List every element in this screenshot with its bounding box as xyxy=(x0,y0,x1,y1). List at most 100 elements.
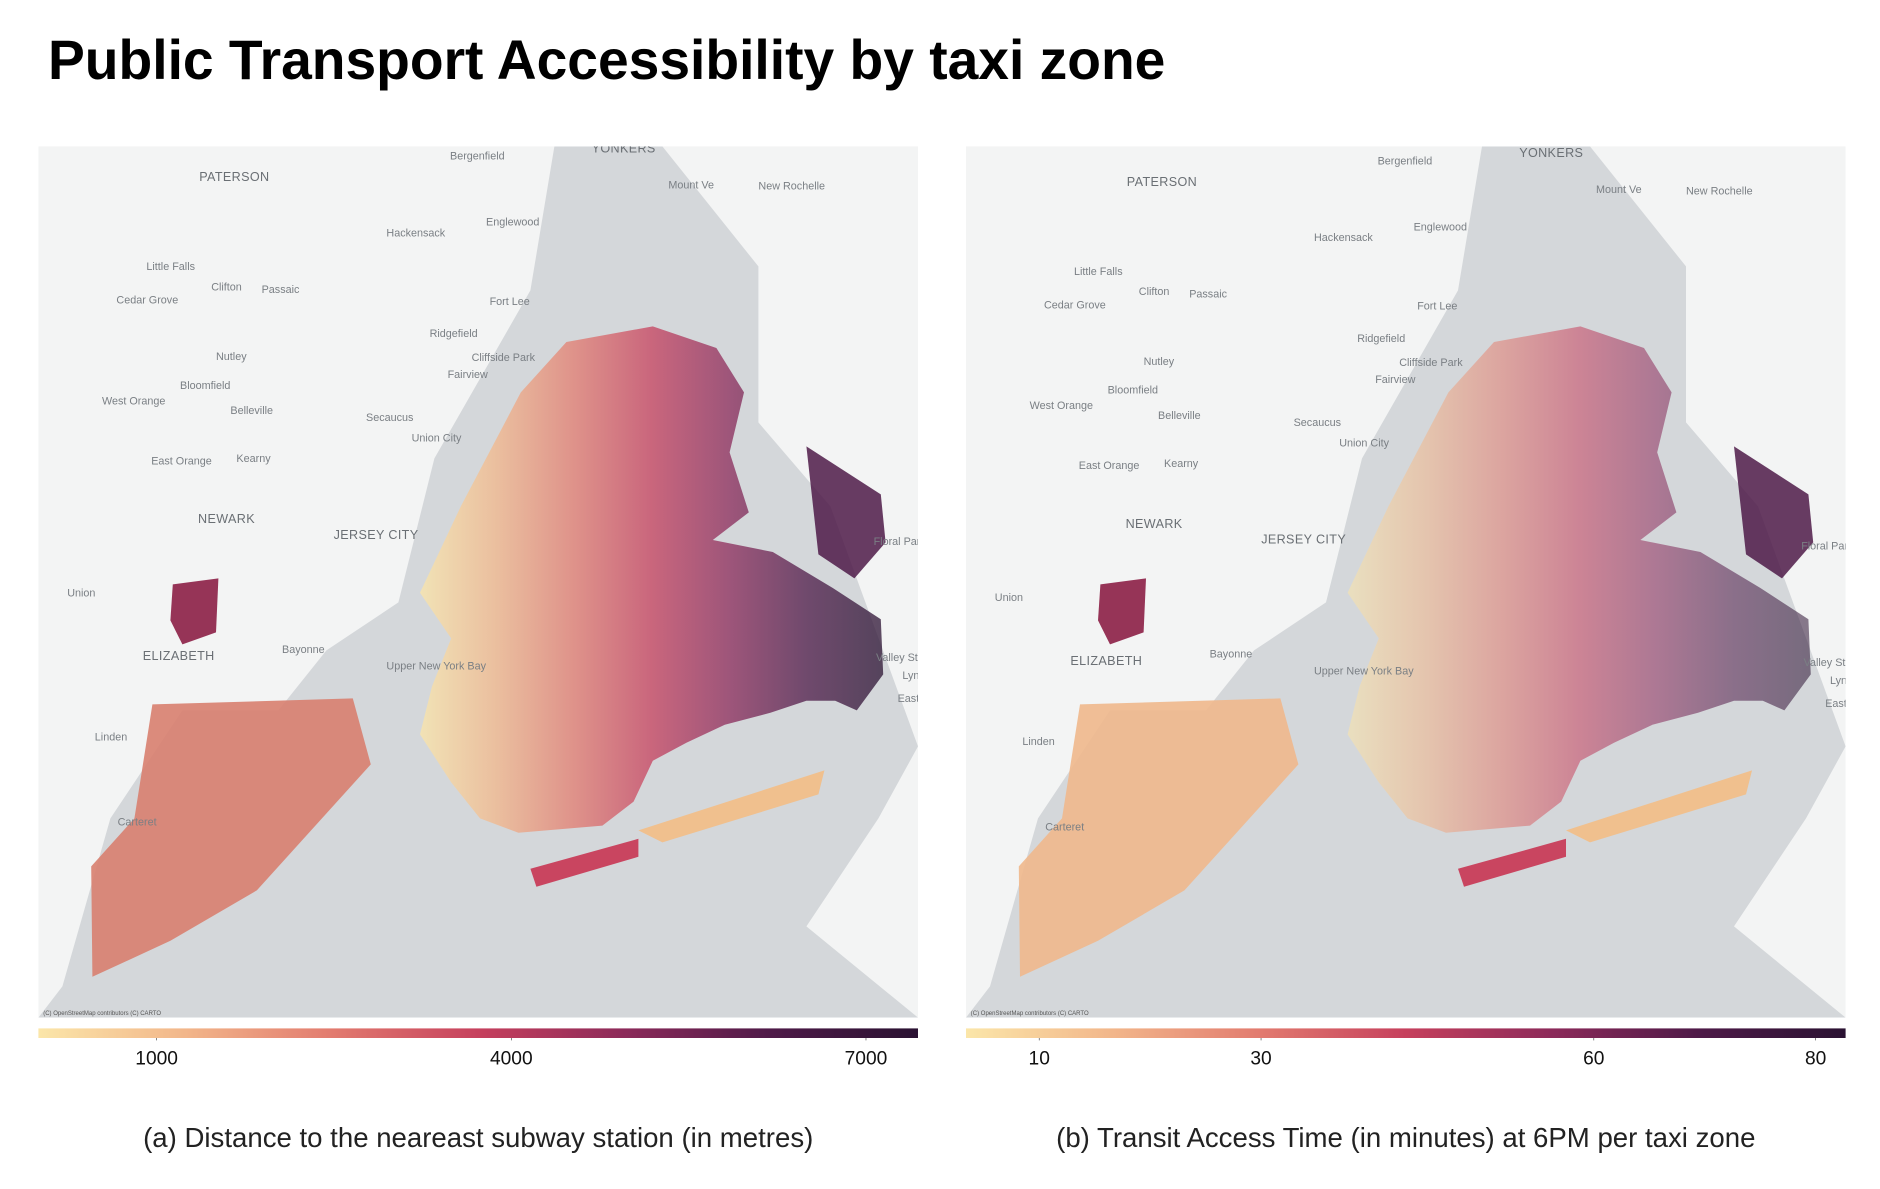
place-label: Kearny xyxy=(236,453,271,465)
figure-title: Public Transport Accessibility by taxi z… xyxy=(48,29,1165,91)
map-panel: YONKERS Bergenfield PATERSON Mount Ve New Ro… xyxy=(38,141,942,1153)
place-label: New Rochelle xyxy=(1686,185,1753,197)
place-label: Kearny xyxy=(1164,458,1199,470)
place-label: Fort Lee xyxy=(490,296,530,308)
place-label: Upper New York Bay xyxy=(386,661,486,673)
place-label: Bayonne xyxy=(1210,649,1253,661)
place-label: Valley Stream xyxy=(876,652,942,664)
place-label: Nutley xyxy=(216,351,247,363)
place-label: YONKERS xyxy=(592,141,656,155)
land-west xyxy=(966,146,1482,1018)
colorbar-tick-label: 1000 xyxy=(135,1048,178,1069)
place-label: Lynb xyxy=(1830,675,1853,687)
place-label: Upper New York Bay xyxy=(1314,665,1414,677)
region-main xyxy=(1347,326,1811,833)
place-label: ELIZABETH xyxy=(1070,654,1142,668)
place-label: Englewood xyxy=(1414,221,1467,233)
place-label: Englewood xyxy=(486,217,539,229)
place-label: Union City xyxy=(412,433,462,445)
place-label: Hackensack xyxy=(386,227,445,239)
place-label: Little Falls xyxy=(1074,266,1123,278)
land-east xyxy=(1590,146,1846,1018)
land-east xyxy=(662,146,919,1018)
place-label: Linden xyxy=(1022,736,1054,748)
land-west xyxy=(38,146,555,1018)
place-label: Ridgefield xyxy=(430,328,478,340)
place-label: Nutley xyxy=(1144,356,1175,368)
region-rockaway-east xyxy=(1566,770,1753,843)
place-label: Fairview xyxy=(1375,374,1415,386)
place-label: Union xyxy=(67,587,95,599)
place-label: Bloomfield xyxy=(180,380,230,392)
colorbar-tick-label: 7000 xyxy=(845,1048,888,1069)
place-label: NEWARK xyxy=(198,512,255,526)
place-label: Cedar Grove xyxy=(1044,299,1106,311)
place-label: Secaucus xyxy=(366,412,414,424)
place-label: Carteret xyxy=(118,817,157,829)
colorbar xyxy=(966,1028,1846,1038)
place-label: Clifton xyxy=(1139,286,1170,298)
place-label: Valley Stream xyxy=(1804,657,1870,669)
place-label: Bergenfield xyxy=(1378,155,1433,167)
region-rockaway-east xyxy=(638,770,825,843)
map-panel: YONKERS Bergenfield PATERSON Mount Ve New Ro… xyxy=(966,146,1870,1153)
place-label: Floral Park xyxy=(874,536,927,548)
place-label: Cedar Grove xyxy=(116,295,178,307)
colorbar-tick-label: 60 xyxy=(1583,1048,1604,1069)
place-label: Bayonne xyxy=(282,644,325,656)
attribution: (C) OpenStreetMap contributors (C) CARTO xyxy=(43,1011,161,1017)
colorbar-tick-label: 10 xyxy=(1029,1048,1050,1069)
place-label: YONKERS xyxy=(1519,146,1583,160)
place-label: Bergenfield xyxy=(450,151,505,163)
place-label: East Ro xyxy=(898,693,936,705)
place-label: Cliffside Park xyxy=(472,352,536,364)
place-label: West Orange xyxy=(102,395,165,407)
place-label: Linden xyxy=(95,731,127,743)
panel-caption: (b) Transit Access Time (in minutes) at … xyxy=(1056,1122,1755,1153)
region-airport xyxy=(170,578,219,645)
place-label: East Orange xyxy=(1079,460,1140,472)
attribution: (C) OpenStreetMap contributors (C) CARTO xyxy=(971,1011,1089,1017)
place-label: Belleville xyxy=(230,405,273,417)
place-label: Mount Ve xyxy=(1596,184,1642,196)
region-staten xyxy=(1018,698,1299,977)
place-label: Union City xyxy=(1339,437,1389,449)
place-label: Bloomfield xyxy=(1108,385,1158,397)
place-label: Fairview xyxy=(448,369,488,381)
region-staten xyxy=(91,698,371,977)
panel-caption: (a) Distance to the neareast subway stat… xyxy=(143,1122,813,1153)
place-label: Floral Park xyxy=(1801,541,1854,553)
place-label: PATERSON xyxy=(1127,175,1197,189)
place-label: Clifton xyxy=(211,281,242,293)
place-label: PATERSON xyxy=(199,170,269,184)
place-label: Lynb xyxy=(902,670,925,682)
place-label: NEWARK xyxy=(1126,517,1183,531)
root: Public Transport Accessibility by taxi z… xyxy=(38,29,1870,1153)
place-label: Ridgefield xyxy=(1357,333,1405,345)
colorbar xyxy=(38,1028,919,1038)
place-label: Hackensack xyxy=(1314,232,1373,244)
place-label: New Rochelle xyxy=(758,181,825,193)
place-label: Secaucus xyxy=(1294,417,1342,429)
place-label: Belleville xyxy=(1158,410,1201,422)
place-label: Fort Lee xyxy=(1417,301,1457,313)
region-airport xyxy=(1098,578,1146,645)
region-rockaway xyxy=(1458,838,1567,887)
region-east xyxy=(1734,446,1814,579)
colorbar-tick-label: 80 xyxy=(1805,1048,1826,1069)
place-label: JERSEY CITY xyxy=(1261,533,1346,547)
basemap: YONKERS Bergenfield PATERSON Mount Ve New Ro… xyxy=(966,146,1870,1018)
place-label: JERSEY CITY xyxy=(334,528,419,542)
place-label: Carteret xyxy=(1045,821,1084,833)
region-east xyxy=(806,446,886,579)
region-rockaway xyxy=(530,838,639,887)
place-label: East Orange xyxy=(151,455,212,467)
place-label: Union xyxy=(995,592,1023,604)
place-label: Mount Ve xyxy=(668,179,714,191)
colorbar-tick-label: 30 xyxy=(1250,1048,1271,1069)
place-label: Passaic xyxy=(1189,289,1227,301)
basemap: YONKERS Bergenfield PATERSON Mount Ve New Ro… xyxy=(38,141,942,1018)
colorbar-tick-label: 4000 xyxy=(490,1048,533,1069)
